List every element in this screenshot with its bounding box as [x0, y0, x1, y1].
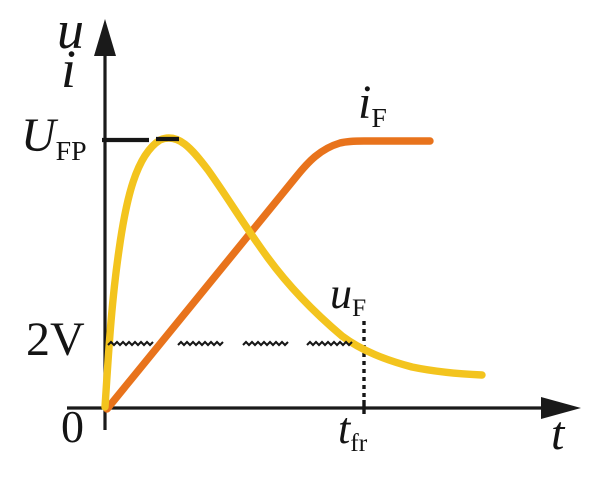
y-axis-unit-u: u: [57, 0, 84, 60]
two-volt-dashed-line: [107, 340, 353, 347]
tfr-label: tfr: [338, 407, 367, 456]
if-curve-label: iF: [358, 79, 387, 133]
tfr-label-main: t: [338, 404, 351, 453]
ufp-label-sub: FP: [55, 135, 87, 167]
two-volt-label: 2V: [26, 313, 85, 366]
uf-curve-label: uF: [330, 272, 366, 321]
current-curve-if: [103, 137, 434, 413]
ufp-level-marker: [102, 136, 179, 143]
origin-label: 0: [61, 401, 84, 452]
if-curve-label-main: i: [358, 76, 372, 129]
voltage-curve-uf: [101, 134, 486, 411]
x-axis-arrow-icon: [541, 397, 581, 419]
uf-curve-label-sub: F: [352, 293, 367, 323]
y-axis-arrow-icon: [94, 19, 116, 56]
y-axis-unit-i: i: [61, 39, 77, 99]
uf-curve-label-main: u: [330, 269, 352, 318]
ufp-label: UFP: [21, 112, 87, 166]
if-curve-label-sub: F: [371, 102, 387, 134]
ufp-label-main: U: [21, 109, 56, 162]
x-axis-label-t: t: [551, 407, 565, 460]
tfr-label-sub: fr: [350, 428, 368, 458]
